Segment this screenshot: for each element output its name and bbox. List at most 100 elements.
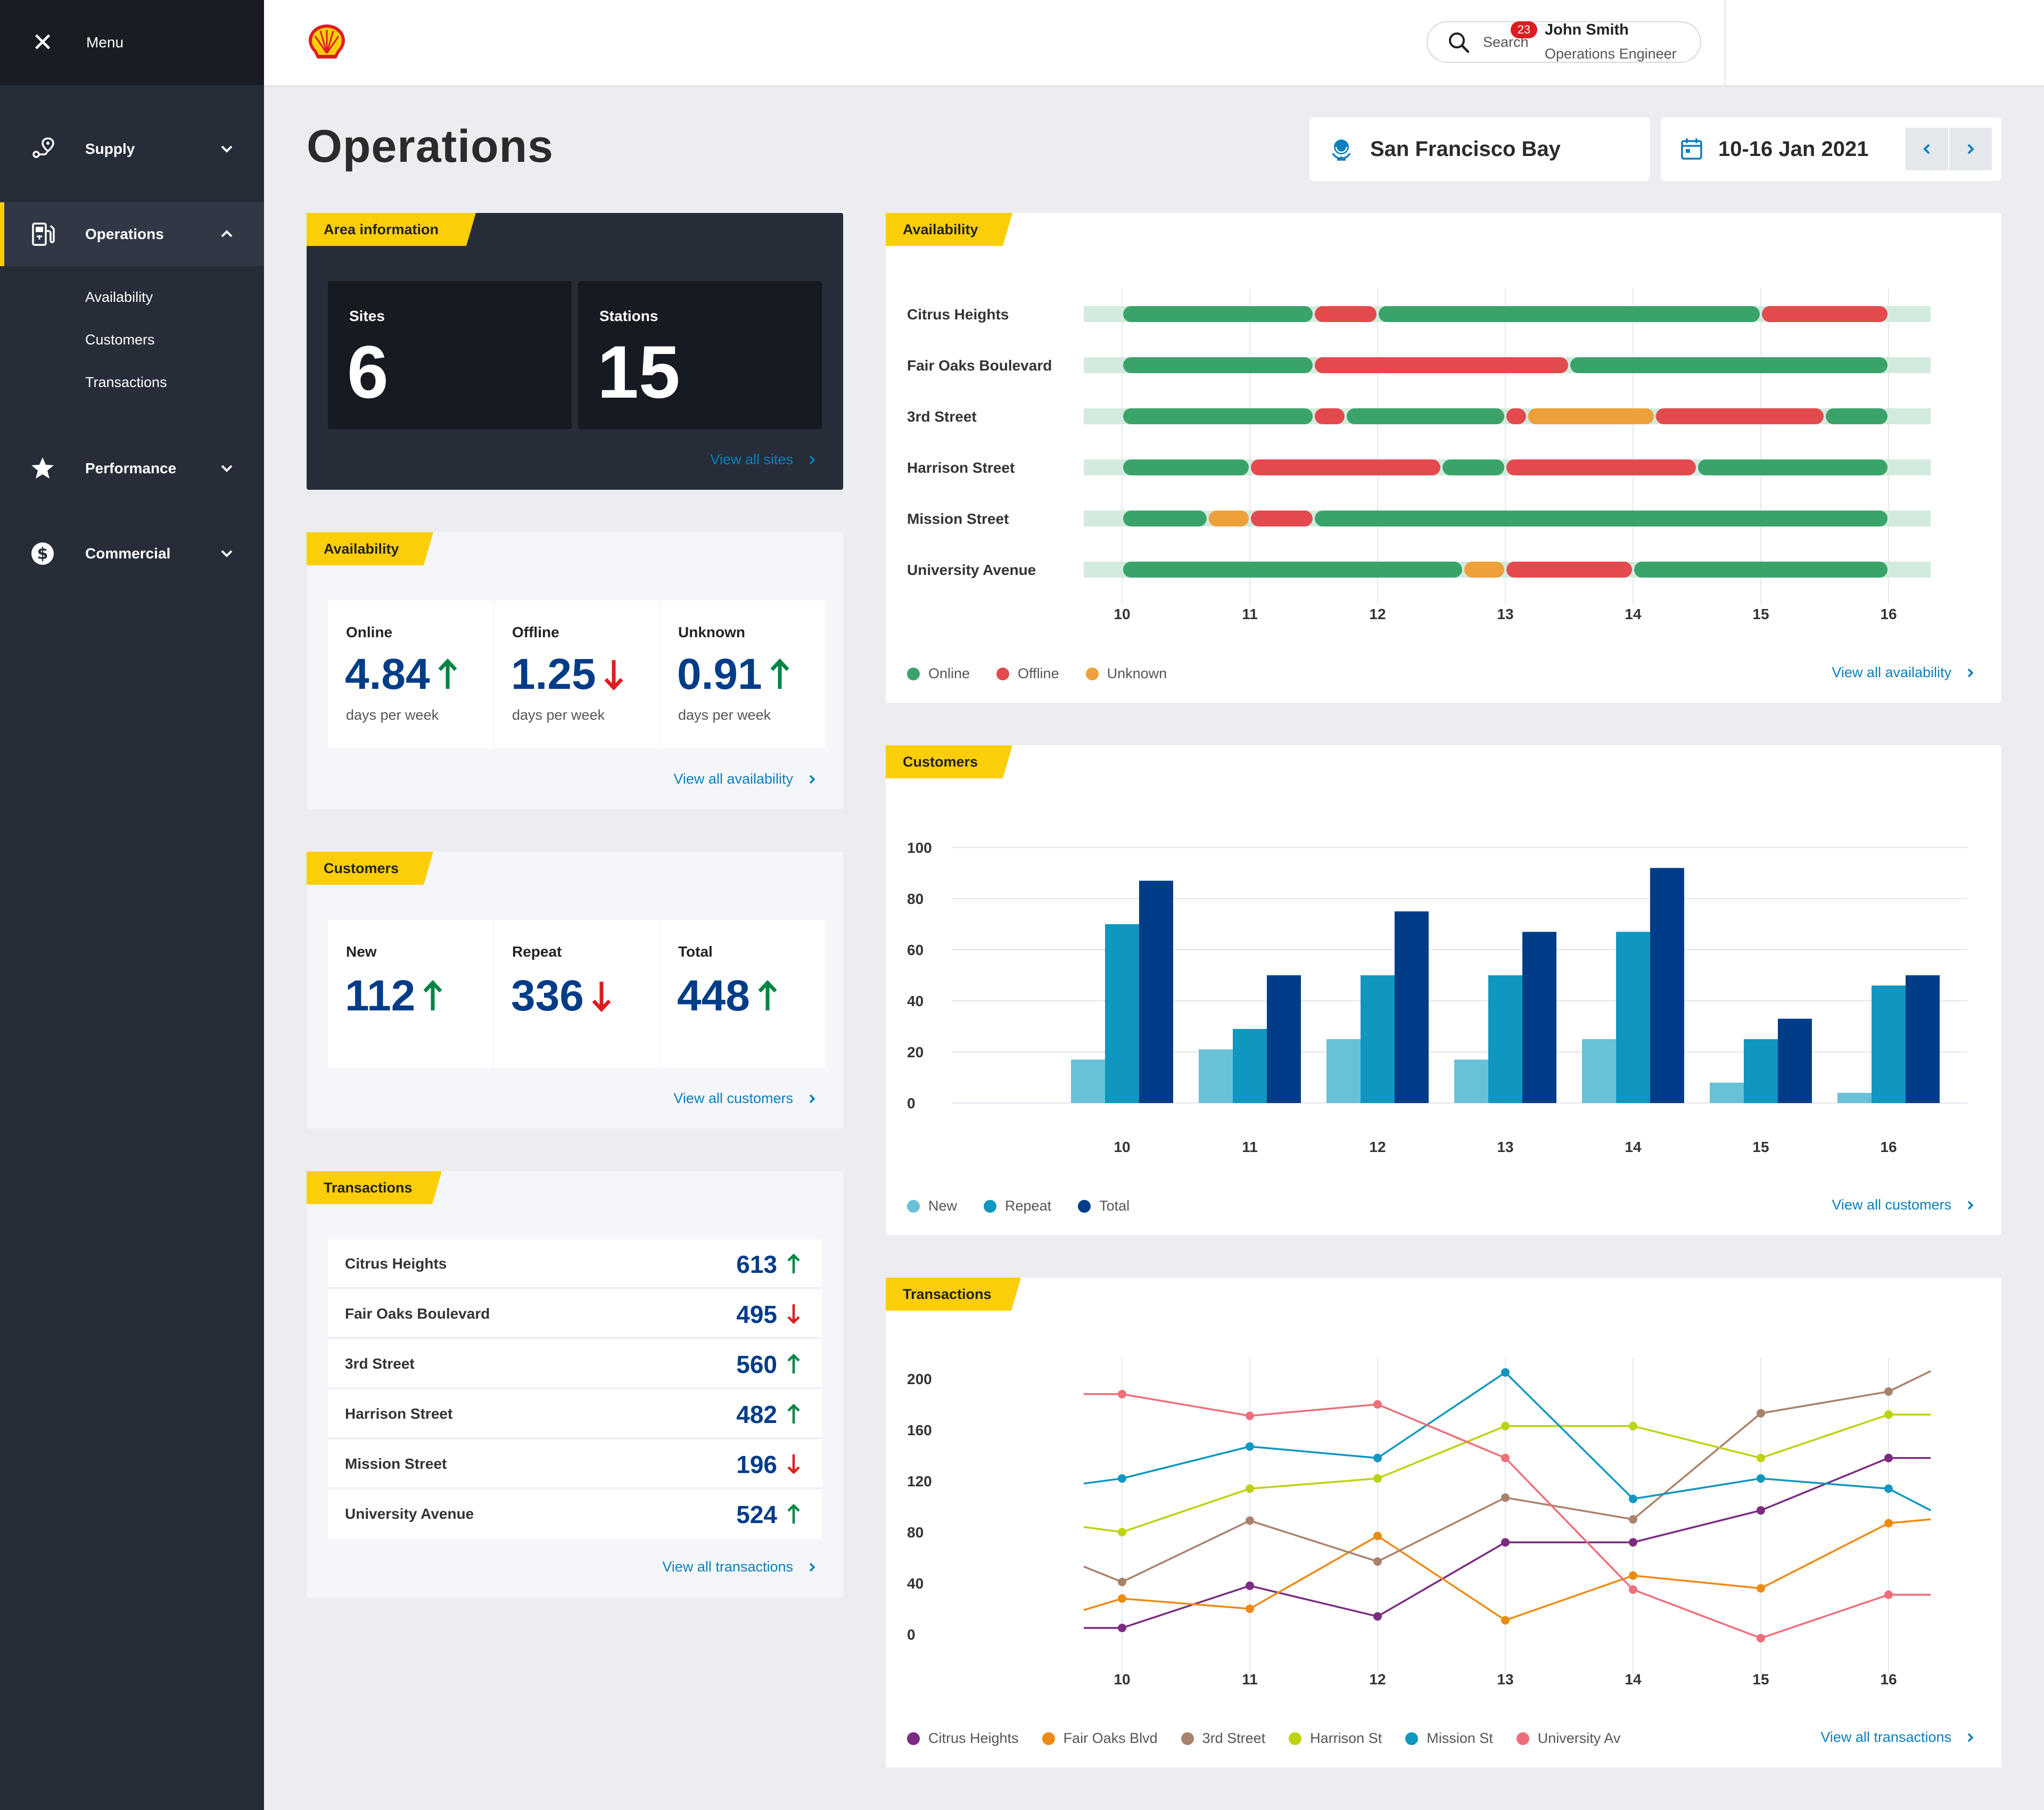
timeline-segment-online xyxy=(1123,562,1462,578)
legend-item-unknown: Unknown xyxy=(1085,665,1167,682)
transaction-count: 495 xyxy=(736,1301,777,1328)
arrow-up-icon xyxy=(787,1403,800,1424)
timeline-segment-online xyxy=(1634,562,1888,578)
chevron-right-icon xyxy=(809,1562,815,1572)
sites-value: 6 xyxy=(347,330,389,414)
close-icon[interactable]: ✕ xyxy=(32,28,54,57)
row-label: Mission Street xyxy=(907,511,1009,527)
sidebar-item-supply[interactable]: Supply xyxy=(0,117,264,181)
timeline-segment-offline xyxy=(1762,306,1888,322)
menu-header[interactable]: ✕ Menu xyxy=(0,0,264,85)
series-line xyxy=(1083,1413,1931,1533)
row-label: 3rd Street xyxy=(907,408,977,425)
data-point xyxy=(1373,1612,1382,1621)
data-point xyxy=(1118,1389,1126,1398)
view-all-customers-chart-link[interactable]: View all customers xyxy=(1832,1197,1976,1213)
user-name[interactable]: John Smith xyxy=(1545,21,1629,38)
table-row[interactable]: Fair Oaks Boulevard 495 xyxy=(328,1289,822,1338)
timeline-segment-online xyxy=(1443,459,1504,475)
view-all-customers-link[interactable]: View all customers xyxy=(673,1090,818,1107)
bar-total xyxy=(1395,911,1429,1103)
bar-new xyxy=(1071,1059,1105,1103)
card-label: Area information xyxy=(307,213,476,246)
table-row[interactable]: Harrison Street 482 xyxy=(328,1389,822,1438)
sidebar-item-performance[interactable]: Performance xyxy=(0,437,264,500)
chevron-down-icon xyxy=(221,145,233,153)
location-selector[interactable]: San Francisco Bay xyxy=(1309,117,1650,181)
legend-item-total: Total xyxy=(1078,1198,1130,1214)
sidebar-subitem-transactions[interactable]: Transactions xyxy=(85,374,167,390)
offline-stat: Offline 1.25 days per week xyxy=(494,600,659,748)
data-point xyxy=(1757,1634,1765,1643)
view-all-availability-link[interactable]: View all availability xyxy=(673,771,818,787)
chevron-right-icon xyxy=(1967,1200,1974,1210)
legend-item-citrus-heights: Citrus Heights xyxy=(907,1730,1019,1747)
x-tick-label: 10 xyxy=(1114,1671,1130,1688)
legend-label: Unknown xyxy=(1107,665,1167,681)
notification-badge[interactable]: 23 xyxy=(1511,21,1537,38)
timeline-segment-offline xyxy=(1315,357,1568,373)
legend-label: Repeat xyxy=(1005,1198,1052,1214)
shell-logo-icon[interactable] xyxy=(307,21,347,62)
y-tick-label: 0 xyxy=(907,1095,916,1112)
legend-label: Mission St xyxy=(1427,1730,1493,1746)
x-tick-label: 11 xyxy=(1242,1671,1258,1688)
arrow-up-icon xyxy=(770,658,789,689)
transactions-summary-card: Transactions Citrus Heights 613 Fair Oak… xyxy=(307,1171,843,1597)
view-all-transactions-link[interactable]: View all transactions xyxy=(662,1559,818,1575)
row-label: Citrus Heights xyxy=(907,306,1009,323)
previous-week-button[interactable] xyxy=(1906,128,1948,170)
link-label: View all transactions xyxy=(1820,1729,1951,1745)
chevron-right-icon xyxy=(809,1094,815,1103)
arrow-down-icon xyxy=(592,982,611,1013)
chevron-right-icon xyxy=(809,775,815,784)
sidebar-item-commercial[interactable]: $ Commercial xyxy=(0,522,264,586)
legend-label: University Av xyxy=(1537,1730,1621,1746)
sidebar-subitem-customers[interactable]: Customers xyxy=(85,332,155,348)
legend-dot xyxy=(907,667,920,680)
view-all-availability-chart-link[interactable]: View all availability xyxy=(1832,664,1976,681)
stations-value: 15 xyxy=(597,330,680,414)
card-label: Availability xyxy=(307,532,433,565)
table-row[interactable]: Citrus Heights 613 xyxy=(328,1239,822,1288)
legend-dot xyxy=(907,1199,920,1213)
timeline-segment-online xyxy=(1123,357,1313,373)
chevron-left-icon xyxy=(1923,144,1930,154)
x-tick-label: 15 xyxy=(1752,1139,1769,1155)
chevron-right-icon xyxy=(809,455,815,464)
view-all-transactions-chart-link[interactable]: View all transactions xyxy=(1820,1729,1976,1746)
legend-item-fair-oaks: Fair Oaks Blvd xyxy=(1042,1730,1158,1747)
arrow-down-icon xyxy=(787,1304,800,1324)
stat-label: Online xyxy=(346,624,393,640)
table-row[interactable]: Mission Street 196 xyxy=(328,1439,822,1488)
menu-label: Menu xyxy=(86,34,124,51)
bar-repeat xyxy=(1744,1039,1778,1103)
sidebar-item-label: Performance xyxy=(85,460,177,476)
legend-dot xyxy=(1181,1732,1194,1745)
table-row[interactable]: 3rd Street 560 xyxy=(328,1339,822,1388)
timeline-segment-offline xyxy=(1655,408,1824,424)
data-point xyxy=(1629,1585,1637,1594)
fuel-pump-icon xyxy=(30,221,55,247)
site-name: Harrison Street xyxy=(345,1405,453,1422)
sidebar-item-operations[interactable]: Operations xyxy=(0,202,264,266)
stat-value: 336 xyxy=(511,972,613,1020)
bar-total xyxy=(1267,975,1301,1103)
timeline-segment-unknown xyxy=(1208,511,1249,526)
chevron-right-icon xyxy=(1967,1733,1974,1742)
view-all-sites-link[interactable]: View all sites xyxy=(710,451,818,468)
data-point xyxy=(1757,1584,1765,1593)
legend-item-harrison: Harrison St xyxy=(1289,1730,1382,1747)
table-row[interactable]: University Avenue 524 xyxy=(328,1490,822,1538)
timeline-segment-offline xyxy=(1506,562,1632,578)
next-week-button[interactable] xyxy=(1949,128,1992,170)
transaction-count: 482 xyxy=(736,1401,777,1428)
y-tick-label: 60 xyxy=(907,942,924,958)
bar-new xyxy=(1454,1059,1488,1103)
data-point xyxy=(1246,1484,1254,1493)
data-point xyxy=(1246,1516,1254,1525)
row-label: Fair Oaks Boulevard xyxy=(907,357,1052,374)
sidebar-subitem-availability[interactable]: Availability xyxy=(85,289,153,305)
x-tick-label: 12 xyxy=(1369,1671,1386,1688)
x-tick-label: 11 xyxy=(1242,1139,1258,1155)
